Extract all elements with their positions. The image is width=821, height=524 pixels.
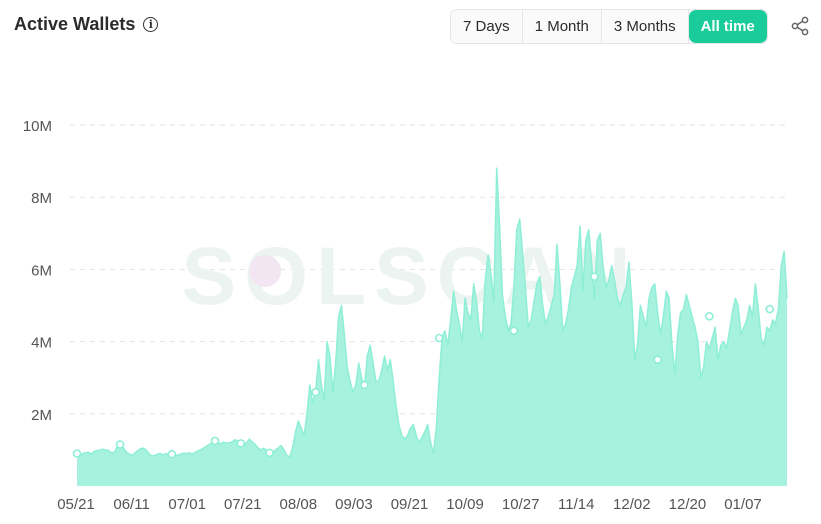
- share-icon[interactable]: [790, 16, 810, 36]
- x-tick-label: 09/21: [391, 496, 429, 513]
- data-point-marker: [167, 449, 177, 459]
- x-tick-label: 09/03: [335, 496, 373, 513]
- chart-title-text: Active Wallets: [14, 14, 136, 34]
- x-tick-label: 08/08: [280, 496, 318, 513]
- y-axis: 2M 4M 6M 8M 10M: [23, 118, 52, 424]
- x-tick-label: 12/02: [613, 496, 651, 513]
- y-tick-label: 2M: [31, 407, 52, 424]
- series-area-active-wallets: [77, 168, 787, 487]
- range-all-time-button[interactable]: All time: [688, 10, 767, 43]
- x-tick-label: 05/21: [57, 496, 95, 513]
- data-point-marker: [311, 387, 320, 397]
- marker-layer: [72, 272, 775, 459]
- data-point-marker: [115, 440, 125, 449]
- range-7-days-button[interactable]: 7 Days: [451, 10, 523, 43]
- watermark-dot: [249, 255, 281, 287]
- data-point-marker: [265, 448, 274, 458]
- data-point-marker: [590, 272, 599, 281]
- series-line-active-wallets: [76, 167, 788, 458]
- data-point-marker: [434, 333, 444, 343]
- x-tick-label: 10/09: [446, 496, 484, 513]
- data-point-marker: [360, 380, 369, 390]
- data-point-marker: [509, 326, 519, 336]
- x-axis: 05/21 06/11 07/01 07/21 08/08 09/03 09/21 10/09…: [57, 496, 762, 513]
- data-point-marker: [236, 439, 246, 448]
- y-tick-label: 8M: [31, 190, 52, 207]
- x-tick-label: 10/27: [502, 496, 540, 513]
- x-tick-label: 11/14: [558, 496, 594, 513]
- y-tick-label: 10M: [23, 118, 52, 135]
- data-point-marker: [72, 449, 82, 458]
- area-layer: [76, 167, 788, 487]
- data-point-marker: [765, 304, 775, 314]
- x-tick-label: 12/20: [669, 496, 707, 513]
- x-tick-label: 07/21: [224, 496, 262, 513]
- x-tick-label: 01/07: [724, 496, 762, 513]
- time-range-selector: 7 Days 1 Month 3 Months All time: [450, 9, 768, 44]
- x-tick-label: 07/01: [168, 496, 206, 513]
- chart-header: Active Wallets i 7 Days 1 Month 3 Months…: [0, 0, 821, 52]
- data-point-marker: [705, 312, 714, 321]
- x-tick-label: 06/11: [113, 496, 149, 513]
- y-tick-label: 4M: [31, 335, 52, 352]
- range-1-month-button[interactable]: 1 Month: [522, 10, 602, 43]
- chart-title: Active Wallets i: [14, 14, 159, 35]
- y-tick-label: 6M: [31, 262, 52, 279]
- range-3-months-button[interactable]: 3 Months: [601, 10, 689, 43]
- data-point-marker: [653, 355, 662, 364]
- info-icon[interactable]: i: [143, 17, 159, 32]
- data-point-marker: [210, 436, 220, 446]
